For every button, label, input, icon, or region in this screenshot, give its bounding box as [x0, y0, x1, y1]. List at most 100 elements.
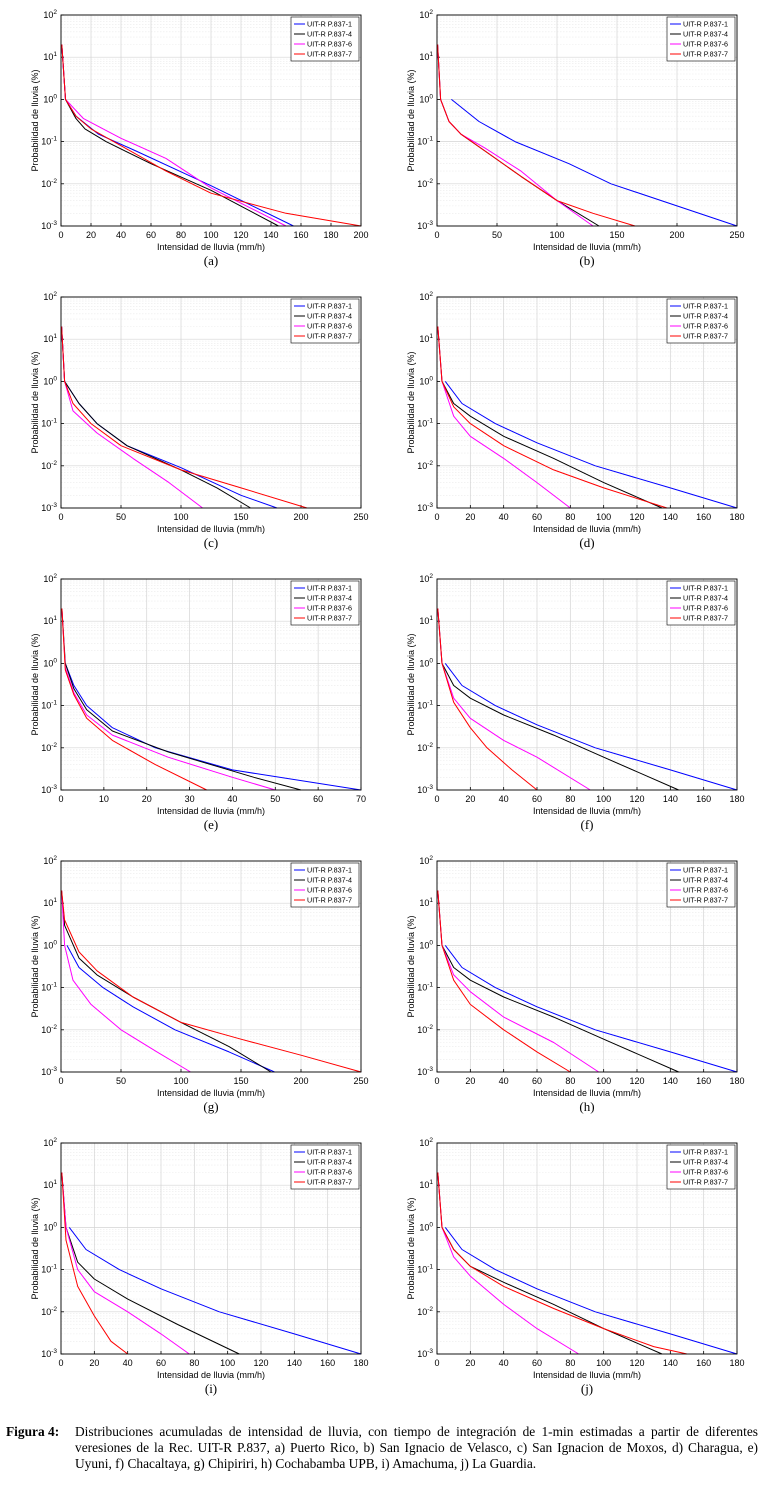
panel-caption: (j)	[580, 1381, 594, 1396]
y-tick-label: 102	[43, 291, 57, 302]
x-tick-label: 20	[465, 512, 475, 522]
series-line-uit-r-p-837-1	[68, 1227, 362, 1355]
x-tick-label: 140	[663, 1076, 678, 1086]
x-tick-label: 0	[434, 1076, 439, 1086]
series-line-uit-r-p-837-1	[444, 1227, 738, 1355]
chart-2: 0 50 100 150 200 250 10-3 10-2 10-1 100 101 102 UIT-…	[406, 9, 745, 252]
x-tick-label: 180	[729, 512, 744, 522]
x-tick-label: 30	[185, 794, 195, 804]
series-line-uit-r-p-837-1	[451, 99, 738, 227]
series-line-uit-r-p-837-6	[61, 608, 276, 791]
chart-6: 0 20 40 60 80 100 120 140 160 180 10-3 10-2 10-1 100 1…	[406, 573, 745, 816]
legend-label: UIT-R P.837-4	[683, 876, 728, 885]
x-tick-label: 150	[233, 1076, 248, 1086]
series-line-uit-r-p-837-7	[61, 1172, 129, 1355]
x-tick-label: 160	[320, 1358, 335, 1368]
legend-label: UIT-R P.837-6	[683, 886, 728, 895]
y-axis-label: Probabilidad de lluvia (%)	[406, 1197, 416, 1299]
x-tick-label: 40	[499, 1358, 509, 1368]
y-tick-label: 10-2	[41, 742, 57, 753]
x-axis-label: Intensidad de lluvia (mm/h)	[157, 806, 265, 816]
legend-label: UIT-R P.837-6	[307, 604, 352, 613]
x-axis-label: Intensidad de lluvia (mm/h)	[533, 242, 641, 252]
y-axis-label: Probabilidad de lluvia (%)	[406, 351, 416, 453]
x-tick-label: 160	[696, 1076, 711, 1086]
y-tick-label: 10-1	[41, 982, 57, 993]
x-tick-label: 80	[565, 794, 575, 804]
x-tick-label: 50	[492, 230, 502, 240]
x-tick-label: 100	[173, 512, 188, 522]
x-tick-label: 60	[532, 794, 542, 804]
y-tick-label: 10-3	[41, 1348, 57, 1359]
chart-3: 0 50 100 150 200 250 10-3 10-2 10-1 100 101 102 UIT-…	[30, 291, 369, 534]
y-tick-label: 102	[419, 9, 433, 20]
series-line-uit-r-p-837-7	[437, 890, 571, 1073]
axes-box	[436, 860, 738, 1073]
x-tick-label: 140	[663, 794, 678, 804]
x-tick-label: 180	[729, 1358, 744, 1368]
x-tick-label: 0	[434, 794, 439, 804]
legend-label: UIT-R P.837-1	[307, 866, 352, 875]
legend-label: UIT-R P.837-6	[683, 40, 728, 49]
series-line-uit-r-p-837-4	[61, 326, 251, 509]
y-tick-label: 101	[419, 51, 433, 62]
x-tick-label: 250	[353, 512, 368, 522]
legend-label: UIT-R P.837-4	[307, 876, 352, 885]
y-axis-label: Probabilidad de lluvia (%)	[30, 69, 40, 171]
series-line-uit-r-p-837-6	[61, 1172, 190, 1355]
x-tick-label: 120	[629, 1358, 644, 1368]
x-tick-label: 0	[58, 230, 63, 240]
y-tick-label: 10-3	[417, 784, 433, 795]
x-axis-label: Intensidad de lluvia (mm/h)	[157, 242, 265, 252]
y-axis-label: Probabilidad de lluvia (%)	[406, 915, 416, 1017]
y-tick-label: 10-3	[41, 1066, 57, 1077]
panel-caption: (g)	[203, 1099, 219, 1114]
x-tick-label: 20	[465, 1076, 475, 1086]
series-line-uit-r-p-837-1	[66, 945, 275, 1073]
legend-label: UIT-R P.837-1	[683, 1148, 728, 1157]
legend-label: UIT-R P.837-4	[683, 1158, 728, 1167]
y-tick-label: 10-3	[41, 784, 57, 795]
x-tick-label: 120	[629, 794, 644, 804]
x-tick-label: 160	[696, 794, 711, 804]
legend-label: UIT-R P.837-1	[683, 584, 728, 593]
y-tick-label: 101	[43, 615, 57, 626]
legend-label: UIT-R P.837-1	[307, 302, 352, 311]
x-tick-label: 0	[58, 512, 63, 522]
panel-caption: (a)	[203, 253, 219, 268]
figure-caption-text: Distribuciones acumuladas de intensidad …	[75, 1424, 758, 1471]
y-tick-label: 101	[419, 615, 433, 626]
x-tick-label: 50	[116, 1076, 126, 1086]
x-tick-label: 40	[499, 794, 509, 804]
y-tick-label: 10-1	[41, 700, 57, 711]
x-tick-label: 40	[116, 230, 126, 240]
y-tick-label: 100	[419, 93, 433, 104]
chart-7: 0 50 100 150 200 250 10-3 10-2 10-1 100 101 102 UIT-…	[30, 855, 369, 1098]
x-axis-label: Intensidad de lluvia (mm/h)	[533, 1370, 641, 1380]
x-tick-label: 180	[729, 1076, 744, 1086]
x-tick-label: 150	[233, 512, 248, 522]
x-tick-label: 80	[176, 230, 186, 240]
x-tick-label: 100	[596, 512, 611, 522]
legend-label: UIT-R P.837-7	[307, 1178, 352, 1187]
x-tick-label: 100	[596, 1358, 611, 1368]
legend-label: UIT-R P.837-7	[307, 614, 352, 623]
y-tick-label: 102	[419, 573, 433, 584]
y-tick-label: 10-1	[417, 136, 433, 147]
figure-caption: Figura 4: Distribuciones acumuladas de i…	[6, 1424, 758, 1472]
x-tick-label: 40	[499, 1076, 509, 1086]
x-tick-label: 70	[356, 794, 366, 804]
legend-label: UIT-R P.837-4	[683, 312, 728, 321]
y-tick-label: 10-2	[41, 178, 57, 189]
panel-caption: (i)	[204, 1381, 218, 1396]
x-tick-label: 60	[532, 1076, 542, 1086]
y-axis-label: Probabilidad de lluvia (%)	[30, 633, 40, 735]
legend-label: UIT-R P.837-6	[307, 1168, 352, 1177]
y-tick-label: 100	[43, 375, 57, 386]
x-tick-label: 120	[253, 1358, 268, 1368]
y-tick-label: 10-3	[417, 1066, 433, 1077]
y-tick-label: 10-2	[417, 460, 433, 471]
chart-8: 0 20 40 60 80 100 120 140 160 180 10-3 10-2 10-1 100 1…	[406, 855, 745, 1098]
x-tick-label: 20	[86, 230, 96, 240]
x-axis-label: Intensidad de lluvia (mm/h)	[533, 524, 641, 534]
